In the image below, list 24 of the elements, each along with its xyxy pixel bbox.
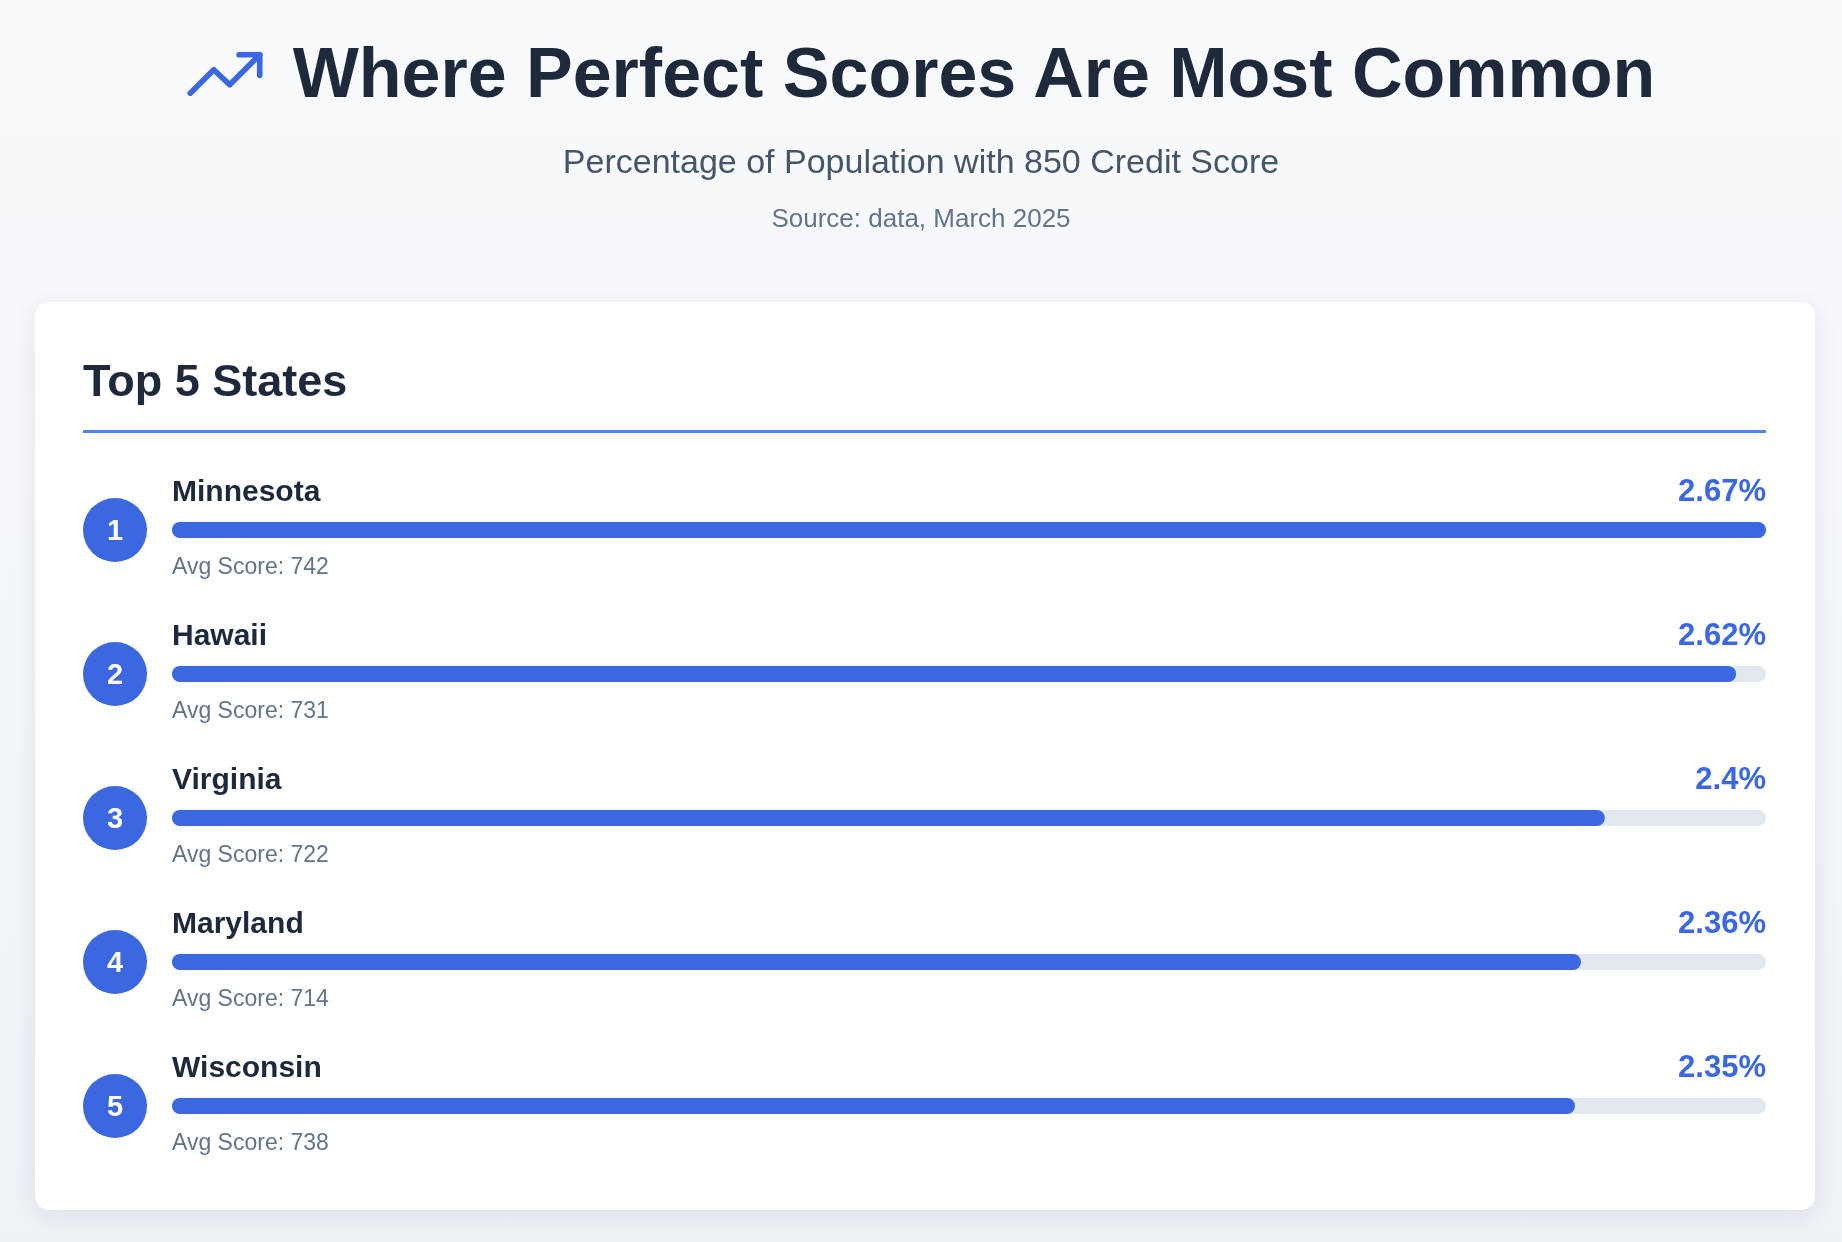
annotation: Avg Score: 738 [172,1129,329,1155]
source-note: Source: data, March 2025 [770,203,1072,234]
data-label: 2.35% [1678,1048,1766,1084]
y-tick-label: Minnesota [172,473,321,507]
y-tick-label: Virginia [172,761,282,795]
chart-subtitle: Percentage of Population with 850 Credit Score [561,142,1281,181]
text: 5 [106,1090,124,1122]
annotation: Avg Score: 742 [172,553,329,579]
data-label: 2.67% [1678,472,1766,508]
text: 4 [106,946,124,978]
annotation: Avg Score: 731 [172,697,329,723]
text: 2 [106,658,124,690]
text: Top 5 States [83,355,348,407]
annotation: Avg Score: 722 [172,841,329,867]
annotation: Avg Score: 714 [172,985,330,1011]
text: 3 [106,802,124,834]
text: 1 [106,514,124,546]
chart-title: Where Perfect Scores Are Most Common [292,33,1656,113]
y-tick-label: Wisconsin [172,1049,322,1083]
data-label: 2.62% [1678,616,1766,652]
data-label: 2.4% [1695,760,1766,796]
data-label: 2.36% [1678,904,1766,940]
y-tick-label: Hawaii [172,617,268,651]
y-tick-label: Maryland [172,905,304,939]
